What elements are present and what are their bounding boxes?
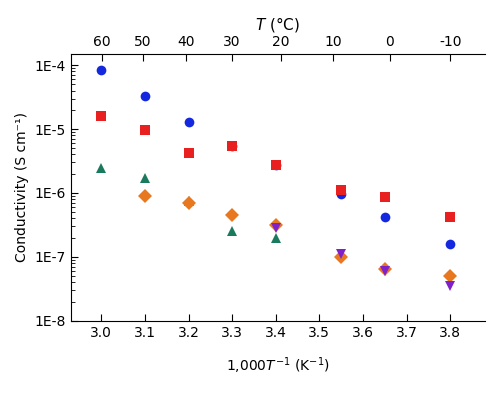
X-axis label: $T$ (°C): $T$ (°C): [256, 15, 300, 34]
Text: 1,000$T^{-1}$ (K$^{-1}$): 1,000$T^{-1}$ (K$^{-1}$): [226, 356, 330, 376]
Y-axis label: Conductivity (S cm⁻¹): Conductivity (S cm⁻¹): [15, 112, 29, 262]
